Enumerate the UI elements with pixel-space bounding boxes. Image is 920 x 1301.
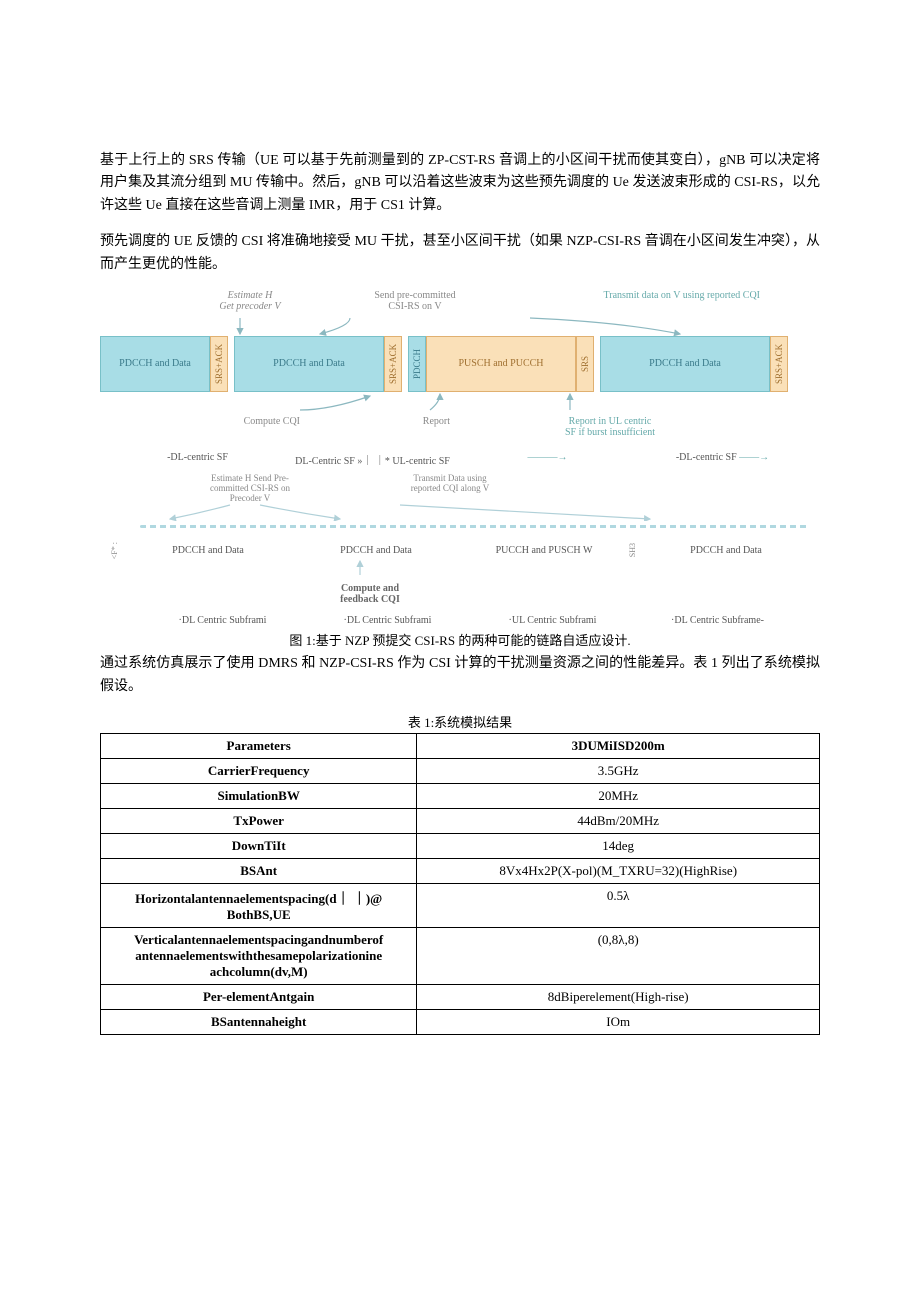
- diagram-bottom-annotations: Compute CQI Report Report in UL centric …: [100, 416, 820, 438]
- mid-cell-2: PDCCH and Data: [292, 545, 460, 556]
- annot-estimate-2: Estimate H Send Pre- committed CSI-RS on…: [180, 473, 320, 503]
- diagram-top-annotations: Estimate H Get precoder V Send pre-commi…: [100, 290, 820, 312]
- figure-1: Estimate H Get precoder V Send pre-commi…: [100, 290, 820, 649]
- annot-transmit: Transmit data on V using reported CQI: [604, 290, 760, 312]
- block-pdcch-1: PDCCH and Data: [100, 336, 210, 392]
- dashed-divider: [140, 525, 810, 528]
- table-row: BSantennaheightIOm: [101, 1009, 820, 1034]
- table-cell-value: 14deg: [417, 833, 820, 858]
- table-header-param: Parameters: [101, 733, 417, 758]
- arrows-sub-svg: [100, 503, 820, 521]
- annot-compute-feedback: Compute and feedback CQI: [310, 583, 430, 605]
- table-cell-value: (0,8λ,8): [417, 927, 820, 984]
- table-cell-param: BSantennaheight: [101, 1009, 417, 1034]
- sf2-b: ·DL Centric Subframi: [305, 615, 470, 626]
- table-cell-value: 3.5GHz: [417, 758, 820, 783]
- table-row: TxPower44dBm/20MHz: [101, 808, 820, 833]
- table-row: Per-elementAntgain8dBiperelement(High-ri…: [101, 984, 820, 1009]
- sf-label-left: <F* :: [110, 542, 124, 559]
- table-cell-param: Per-elementAntgain: [101, 984, 417, 1009]
- paragraph-2: 预先调度的 UE 反馈的 CSI 将准确地接受 MU 干扰，甚至小区间干扰（如果…: [100, 231, 820, 276]
- table-row: CarrierFrequency3.5GHz: [101, 758, 820, 783]
- block-srs-ack-3: SRS+ACK: [770, 336, 788, 392]
- mid-cell-3: PUCCH and PUSCH W: [460, 545, 628, 556]
- block-srs-ack-1: SRS+ACK: [210, 336, 228, 392]
- table-cell-value: 20MHz: [417, 783, 820, 808]
- sf-dl-3: -DL-centric SF ——→: [635, 452, 810, 467]
- annot-report-ul: Report in UL centric SF if burst insuffi…: [510, 416, 710, 438]
- sf2-a: ·DL Centric Subframi: [140, 615, 305, 626]
- table-cell-value: 44dBm/20MHz: [417, 808, 820, 833]
- diagram-sub-annot: Estimate H Send Pre- committed CSI-RS on…: [100, 473, 820, 503]
- table-cell-value: IOm: [417, 1009, 820, 1034]
- table-cell-param: TxPower: [101, 808, 417, 833]
- sf-label-right: SH3: [628, 543, 642, 557]
- table-row: BSAnt8Vx4Hx2P(X-pol)(M_TXRU=32)(HighRise…: [101, 858, 820, 883]
- annot-compute-cqi: Compute CQI: [100, 416, 310, 438]
- figure-1-caption: 图 1:基于 NZP 预提交 CSI-RS 的两种可能的链路自适应设计.: [100, 630, 820, 649]
- sf-labels-row-1: -DL-centric SF DL-Centric SF »｜ ｜* UL-ce…: [100, 452, 820, 467]
- arrows-compute-svg: [100, 559, 820, 577]
- annot-report: Report: [310, 416, 450, 438]
- block-pdcch-2: PDCCH and Data: [234, 336, 384, 392]
- sf-labels-row-2: ·DL Centric Subframi ·DL Centric Subfram…: [100, 615, 820, 626]
- block-srs: SRS: [576, 336, 594, 392]
- sf-dl-1: -DL-centric SF: [110, 452, 285, 467]
- sf2-d: ·DL Centric Subframe-: [635, 615, 800, 626]
- table-cell-param: SimulationBW: [101, 783, 417, 808]
- arrows-bot-svg: [100, 392, 820, 414]
- table-cell-param: CarrierFrequency: [101, 758, 417, 783]
- table-cell-value: 0.5λ: [417, 883, 820, 927]
- sf2-c: ·UL Centric Subframi: [470, 615, 635, 626]
- block-pdcch-v: PDCCH: [408, 336, 426, 392]
- table-row: Horizontalantennaelementspacing(d｜ ｜)@ B…: [101, 883, 820, 927]
- table-cell-param: DownTiIt: [101, 833, 417, 858]
- table-1-caption: 表 1:系统模拟结果: [100, 712, 820, 731]
- mid-cell-4: PDCCH and Data: [642, 545, 810, 556]
- annot-transmit-2: Transmit Data using reported CQI along V: [380, 473, 520, 503]
- table-cell-param: Verticalantennaelementspacingandnumberof…: [101, 927, 417, 984]
- table-row: SimulationBW20MHz: [101, 783, 820, 808]
- table-row: Verticalantennaelementspacingandnumberof…: [101, 927, 820, 984]
- sf-dl-2: DL-Centric SF »｜ ｜* UL-centric SF: [285, 452, 460, 467]
- arrows-top-svg: [100, 314, 820, 336]
- paragraph-1: 基于上行上的 SRS 传输（UE 可以基于先前测量到的 ZP-CST-RS 音调…: [100, 150, 820, 217]
- table-cell-param: Horizontalantennaelementspacing(d｜ ｜)@ B…: [101, 883, 417, 927]
- block-pusch-pucch: PUSCH and PUCCH: [426, 336, 576, 392]
- paragraph-3: 通过系统仿真展示了使用 DMRS 和 NZP-CSI-RS 作为 CSI 计算的…: [100, 653, 820, 698]
- block-pdcch-3: PDCCH and Data: [600, 336, 770, 392]
- table-header-row: Parameters 3DUMiISD200m: [101, 733, 820, 758]
- table-1: Parameters 3DUMiISD200m CarrierFrequency…: [100, 733, 820, 1035]
- diagram-bar-row: PDCCH and Data SRS+ACK PDCCH and Data SR…: [100, 336, 820, 392]
- table-cell-param: BSAnt: [101, 858, 417, 883]
- annot-sendpre: Send pre-committed CSI-RS on V: [340, 290, 490, 312]
- mid-cell-1: PDCCH and Data: [124, 545, 292, 556]
- block-srs-ack-2: SRS+ACK: [384, 336, 402, 392]
- diagram-mid-row: <F* : PDCCH and Data PDCCH and Data PUCC…: [100, 542, 820, 559]
- table-cell-value: 8dBiperelement(High-rise): [417, 984, 820, 1009]
- table-header-val: 3DUMiISD200m: [417, 733, 820, 758]
- table-row: DownTiIt14deg: [101, 833, 820, 858]
- table-cell-value: 8Vx4Hx2P(X-pol)(M_TXRU=32)(HighRise): [417, 858, 820, 883]
- annot-estimate: Estimate H Get precoder V: [200, 290, 300, 312]
- sf-arrow-icon: ———→: [460, 452, 635, 467]
